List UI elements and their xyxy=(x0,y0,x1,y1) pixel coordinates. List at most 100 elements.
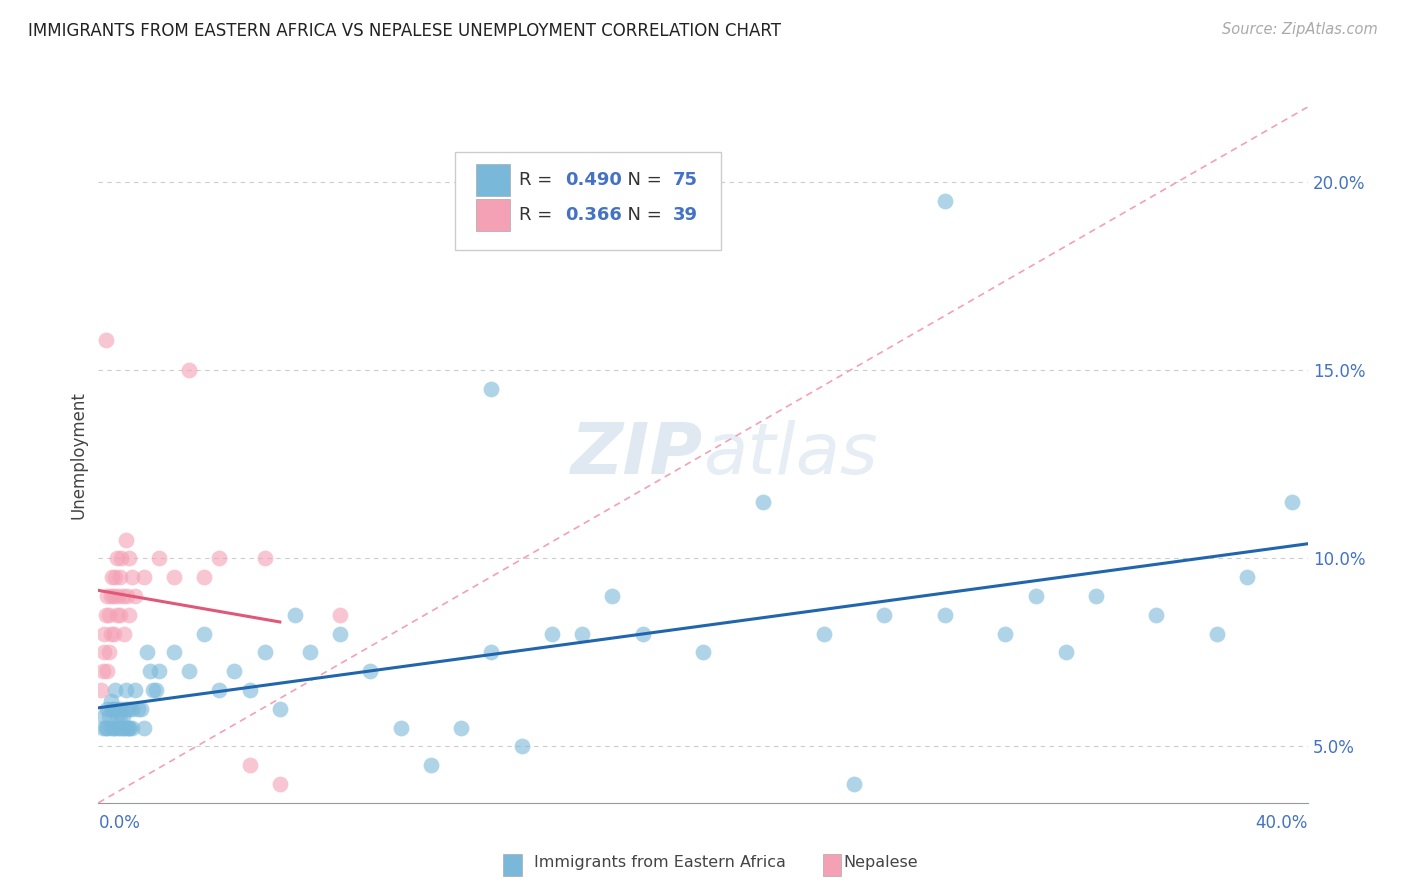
Point xyxy=(107,589,129,603)
Point xyxy=(112,721,135,735)
Point xyxy=(121,570,143,584)
Point xyxy=(752,495,775,509)
Point xyxy=(94,607,117,622)
Point xyxy=(108,607,131,622)
Point xyxy=(110,551,132,566)
Text: Immigrants from Eastern Africa: Immigrants from Eastern Africa xyxy=(534,855,786,870)
Point xyxy=(873,607,896,622)
Point xyxy=(118,702,141,716)
Point xyxy=(103,626,125,640)
Point xyxy=(135,645,157,659)
Point xyxy=(118,721,141,735)
Point xyxy=(193,626,215,640)
Point xyxy=(132,721,155,735)
Point xyxy=(253,551,276,566)
Text: 0.0%: 0.0% xyxy=(98,814,141,832)
Point xyxy=(108,721,131,735)
Point xyxy=(94,333,117,347)
Point xyxy=(1236,570,1258,584)
Point xyxy=(103,702,125,716)
Text: N =: N = xyxy=(616,206,668,224)
Text: R =: R = xyxy=(519,206,558,224)
Text: N =: N = xyxy=(616,171,668,189)
Text: 75: 75 xyxy=(672,171,697,189)
Point xyxy=(450,721,472,735)
Point xyxy=(481,645,503,659)
Point xyxy=(101,702,124,716)
Point xyxy=(108,709,131,723)
Text: IMMIGRANTS FROM EASTERN AFRICA VS NEPALESE UNEMPLOYMENT CORRELATION CHART: IMMIGRANTS FROM EASTERN AFRICA VS NEPALE… xyxy=(28,22,782,40)
Point xyxy=(118,551,141,566)
Point xyxy=(91,721,114,735)
Point xyxy=(105,551,128,566)
Point xyxy=(139,664,162,678)
Point xyxy=(844,777,866,791)
Point xyxy=(124,683,146,698)
Point xyxy=(91,664,114,678)
Point xyxy=(104,683,127,698)
Text: 39: 39 xyxy=(672,206,697,224)
Text: Nepalese: Nepalese xyxy=(844,855,918,870)
Point xyxy=(115,721,138,735)
Point xyxy=(100,589,122,603)
Point xyxy=(124,589,146,603)
Point xyxy=(111,589,134,603)
Point xyxy=(329,607,352,622)
Point xyxy=(420,758,443,772)
Point xyxy=(692,645,714,659)
Point xyxy=(179,664,201,678)
Point xyxy=(114,702,136,716)
Point xyxy=(934,194,956,208)
Y-axis label: Unemployment: Unemployment xyxy=(69,391,87,519)
Point xyxy=(90,683,112,698)
Point xyxy=(299,645,322,659)
Point xyxy=(934,607,956,622)
Point xyxy=(1206,626,1229,640)
Point xyxy=(1281,495,1303,509)
Point xyxy=(994,626,1017,640)
FancyBboxPatch shape xyxy=(456,153,721,250)
Point xyxy=(112,626,135,640)
Point xyxy=(208,551,231,566)
Point xyxy=(93,645,115,659)
Point xyxy=(360,664,382,678)
Point xyxy=(510,739,533,754)
Point xyxy=(813,626,835,640)
Point xyxy=(253,645,276,659)
Point xyxy=(96,589,118,603)
Point xyxy=(118,721,141,735)
Point xyxy=(121,702,143,716)
Point xyxy=(148,664,170,678)
Point xyxy=(100,626,122,640)
Point xyxy=(142,683,165,698)
Point xyxy=(100,721,122,735)
Point xyxy=(93,709,115,723)
Point xyxy=(1024,589,1046,603)
Point xyxy=(100,694,122,708)
Point xyxy=(602,589,624,603)
Point xyxy=(103,589,125,603)
Point xyxy=(631,626,654,640)
Text: 0.490: 0.490 xyxy=(565,171,621,189)
Point xyxy=(96,721,118,735)
Point xyxy=(114,533,136,547)
Point xyxy=(121,721,143,735)
Point xyxy=(284,607,307,622)
Point xyxy=(98,709,121,723)
Point xyxy=(329,626,352,640)
Point xyxy=(94,721,117,735)
Point xyxy=(104,570,127,584)
Text: R =: R = xyxy=(519,171,558,189)
Point xyxy=(193,570,215,584)
Point xyxy=(111,709,134,723)
Point xyxy=(571,626,593,640)
Point xyxy=(163,570,186,584)
Point xyxy=(148,551,170,566)
Point xyxy=(101,570,124,584)
Point xyxy=(239,758,262,772)
Point xyxy=(481,382,503,396)
Point xyxy=(118,607,141,622)
Point xyxy=(98,645,121,659)
Point xyxy=(110,702,132,716)
Point xyxy=(1085,589,1108,603)
